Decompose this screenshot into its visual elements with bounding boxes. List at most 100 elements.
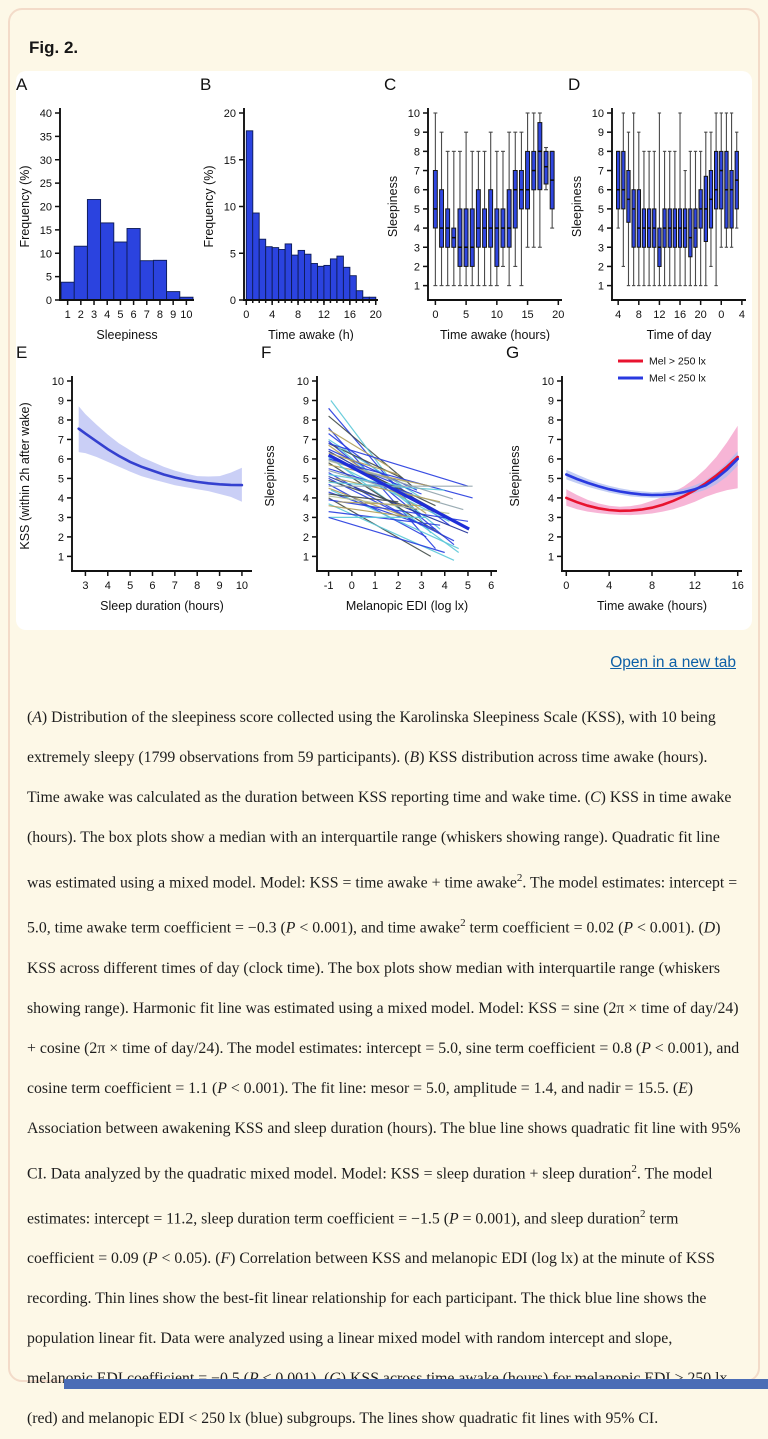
svg-text:4: 4 — [414, 223, 420, 235]
svg-text:Sleepiness: Sleepiness — [96, 328, 157, 341]
figure-title: Fig. 2. — [29, 38, 79, 57]
svg-text:G: G — [506, 343, 519, 362]
svg-text:9: 9 — [303, 395, 309, 407]
svg-text:25: 25 — [40, 178, 52, 190]
svg-text:Sleepiness: Sleepiness — [263, 445, 277, 506]
svg-text:15: 15 — [40, 225, 52, 237]
panel-A: 0 5 10 15 20 25 30 35 40 1 2 3 4 5 6 7 8 9 10 A Sleepiness Fr… — [16, 73, 200, 341]
svg-text:4: 4 — [58, 493, 64, 505]
svg-text:2: 2 — [598, 261, 604, 273]
page: { "header": { "fig_label": "Fig. 2." }, … — [8, 8, 768, 1428]
svg-text:Sleep duration (hours): Sleep duration (hours) — [100, 599, 224, 613]
svg-text:8: 8 — [58, 415, 64, 427]
svg-text:40: 40 — [40, 108, 52, 120]
svg-text:35: 35 — [40, 131, 52, 143]
svg-text:Frequency (%): Frequency (%) — [18, 166, 32, 248]
svg-text:1: 1 — [414, 281, 420, 293]
svg-text:5: 5 — [414, 204, 420, 216]
panel-F-chart: 1 2 3 4 5 6 7 8 9 10 -1 0 1 2 3 4 5 6 F Melanopic EDI (log … — [261, 343, 497, 613]
svg-text:Sleepiness: Sleepiness — [508, 445, 522, 506]
svg-text:5: 5 — [548, 473, 554, 485]
svg-text:0: 0 — [432, 309, 438, 321]
svg-text:10: 10 — [542, 376, 554, 388]
panel-E-chart: 1 2 3 4 5 6 7 8 9 10 3 4 5 6 7 8 9 10 E Sleep duration (hou… — [16, 343, 252, 613]
svg-text:6: 6 — [149, 580, 155, 592]
svg-text:7: 7 — [172, 580, 178, 592]
svg-text:16: 16 — [732, 580, 744, 592]
svg-text:10: 10 — [236, 580, 248, 592]
panel-E: 1 2 3 4 5 6 7 8 9 10 3 4 5 6 7 8 9 10 E Sleep duration (hou… — [16, 341, 261, 626]
svg-text:7: 7 — [144, 309, 150, 321]
svg-text:8: 8 — [194, 580, 200, 592]
panel-C-chart: 1 2 3 4 5 6 7 8 9 10 0 5 10 15 20 C Time awake (hours) Sl… — [384, 75, 564, 341]
svg-text:0: 0 — [46, 295, 52, 307]
svg-text:7: 7 — [303, 434, 309, 446]
svg-text:9: 9 — [170, 309, 176, 321]
svg-text:Sleepiness: Sleepiness — [386, 176, 400, 237]
panel-C: 1 2 3 4 5 6 7 8 9 10 0 5 10 15 20 C Time awake (hours) Sl… — [384, 73, 568, 341]
svg-text:5: 5 — [46, 272, 52, 284]
svg-text:9: 9 — [58, 395, 64, 407]
svg-text:12: 12 — [653, 309, 665, 321]
svg-text:0: 0 — [349, 580, 355, 592]
svg-text:16: 16 — [344, 309, 356, 321]
svg-text:6: 6 — [131, 309, 137, 321]
svg-text:12: 12 — [318, 309, 330, 321]
svg-text:5: 5 — [598, 204, 604, 216]
svg-text:4: 4 — [739, 309, 745, 321]
svg-text:10: 10 — [40, 248, 52, 260]
svg-text:16: 16 — [674, 309, 686, 321]
svg-text:4: 4 — [442, 580, 448, 592]
svg-text:B: B — [200, 75, 211, 94]
svg-text:15: 15 — [224, 155, 236, 167]
svg-text:0: 0 — [718, 309, 724, 321]
svg-text:5: 5 — [58, 473, 64, 485]
svg-text:8: 8 — [303, 415, 309, 427]
svg-text:10: 10 — [408, 108, 420, 120]
svg-text:4: 4 — [615, 309, 621, 321]
svg-text:2: 2 — [548, 532, 554, 544]
svg-text:10: 10 — [491, 309, 503, 321]
panel-B: 0 5 10 15 20 0 4 8 12 16 20 B Time awake (h) Frequenc… — [200, 73, 384, 341]
open-link-row: Open in a new tab — [10, 630, 758, 672]
svg-text:3: 3 — [598, 242, 604, 254]
svg-text:Mel > 250 lx: Mel > 250 lx — [649, 356, 707, 368]
svg-text:Time awake (hours): Time awake (hours) — [597, 599, 707, 613]
svg-text:3: 3 — [414, 242, 420, 254]
svg-text:9: 9 — [414, 127, 420, 139]
svg-text:1: 1 — [598, 281, 604, 293]
svg-text:4: 4 — [303, 493, 309, 505]
svg-text:5: 5 — [117, 309, 123, 321]
svg-text:1: 1 — [58, 551, 64, 563]
svg-text:5: 5 — [465, 580, 471, 592]
svg-text:10: 10 — [180, 309, 192, 321]
svg-text:5: 5 — [463, 309, 469, 321]
svg-text:0: 0 — [230, 295, 236, 307]
open-in-new-tab-link[interactable]: Open in a new tab — [610, 654, 736, 671]
figure-image[interactable]: 0 5 10 15 20 25 30 35 40 1 2 3 4 5 6 7 8 9 10 A Sleepiness Fr… — [16, 71, 752, 630]
svg-text:6: 6 — [414, 185, 420, 197]
svg-text:8: 8 — [414, 146, 420, 158]
svg-text:0: 0 — [563, 580, 569, 592]
figure-row-top: 0 5 10 15 20 25 30 35 40 1 2 3 4 5 6 7 8 9 10 A Sleepiness Fr… — [16, 73, 752, 341]
svg-text:3: 3 — [303, 512, 309, 524]
svg-text:9: 9 — [598, 127, 604, 139]
svg-text:Time awake (h): Time awake (h) — [268, 328, 354, 341]
figure-caption: (A) Distribution of the sleepiness score… — [27, 709, 741, 1428]
svg-text:A: A — [16, 75, 28, 94]
svg-text:4: 4 — [269, 309, 275, 321]
svg-text:20: 20 — [224, 108, 236, 120]
svg-text:-1: -1 — [324, 580, 334, 592]
panel-G: Mel > 250 lx Mel < 250 lx 1 2 3 4 5 6 7 8 9 10 0 4 8 12… — [506, 341, 751, 626]
figure-row-bottom: 1 2 3 4 5 6 7 8 9 10 3 4 5 6 7 8 9 10 E Sleep duration (hou… — [16, 341, 752, 626]
svg-text:7: 7 — [548, 434, 554, 446]
panel-D: 1 2 3 4 5 6 7 8 9 10 4 8 12 16 20 0 4 D Time of day Sleepin… — [568, 73, 752, 341]
svg-text:6: 6 — [488, 580, 494, 592]
svg-text:F: F — [261, 343, 271, 362]
svg-text:1: 1 — [65, 309, 71, 321]
svg-text:10: 10 — [52, 376, 64, 388]
panel-B-chart: 0 5 10 15 20 0 4 8 12 16 20 B Time awake (h) Frequenc… — [200, 75, 382, 341]
svg-text:2: 2 — [414, 261, 420, 273]
svg-text:3: 3 — [82, 580, 88, 592]
